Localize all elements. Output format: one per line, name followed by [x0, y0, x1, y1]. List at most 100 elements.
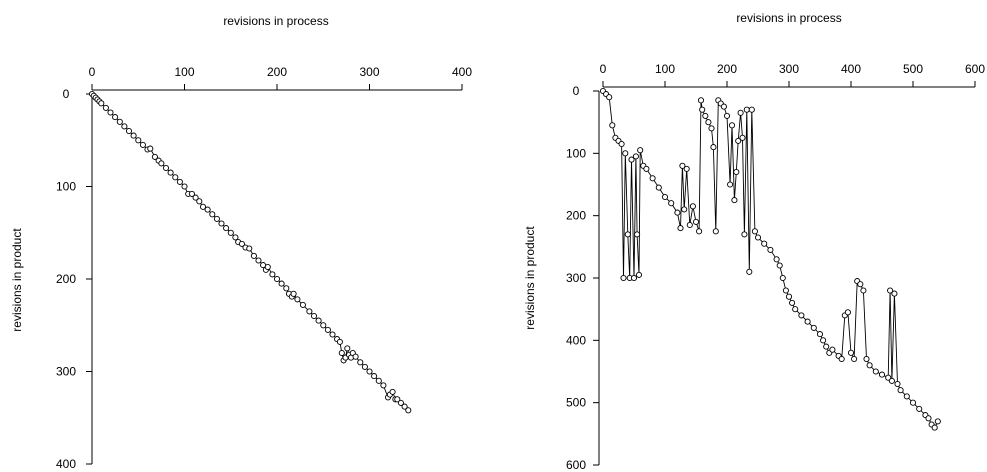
right-data-point [649, 175, 656, 182]
left-chart-x-axis-title: revisions in process [223, 14, 328, 28]
right-data-point [677, 225, 684, 232]
right-data-point [891, 290, 898, 297]
right-data-point [628, 156, 635, 163]
right-data-point [872, 368, 879, 375]
right-data-point [634, 231, 641, 238]
right-data-point [888, 377, 895, 384]
right-x-tick-label: 100 [655, 62, 675, 76]
right-data-point [810, 324, 817, 331]
right-data-point [857, 281, 864, 288]
left-data-point [329, 331, 336, 338]
left-data-point [389, 388, 396, 395]
right-data-point [637, 147, 644, 154]
left-data-point [299, 301, 306, 308]
left-y-tick-label: 400 [56, 457, 76, 471]
right-data-point [624, 231, 631, 238]
left-data-point [401, 403, 408, 410]
right-data-point [779, 274, 786, 282]
right-x-tick-label: 600 [965, 62, 985, 76]
left-data-point [116, 118, 123, 125]
right-data-point [609, 122, 616, 129]
right-data-point [851, 355, 858, 363]
left-data-point [232, 234, 239, 241]
left-data-point [158, 160, 165, 167]
left-data-point [209, 211, 216, 218]
left-data-point [218, 220, 225, 227]
left-data-point [290, 290, 297, 297]
right-y-tick-label: 400 [566, 333, 586, 347]
left-data-point [98, 100, 105, 107]
left-chart-y-axis-title: revisions in product [10, 228, 24, 332]
left-data-point [371, 373, 378, 380]
left-data-point [380, 382, 387, 389]
left-data-point [397, 399, 404, 406]
left-data-point [176, 178, 183, 185]
left-y-tick-label: 100 [56, 180, 76, 194]
right-data-point [934, 418, 941, 425]
right-data-point [878, 371, 886, 378]
right-data-point [720, 103, 727, 110]
left-data-point [336, 338, 343, 345]
left-data-point [130, 132, 137, 139]
right-series-line [602, 90, 939, 429]
right-data-point [674, 209, 681, 216]
right-data-point [686, 221, 693, 229]
right-chart-y-ticks: 0 100 200 300 400 500 600 [566, 84, 599, 472]
left-data-point [357, 359, 364, 366]
right-y-tick-label: 200 [566, 209, 586, 223]
right-data-point [909, 399, 917, 406]
right-data-point [754, 234, 762, 241]
left-data-point [192, 194, 199, 201]
right-data-point [618, 140, 625, 148]
right-data-point [705, 119, 712, 126]
left-chart: revisions in process 0 100 200 300 400 0 100 2… [10, 14, 472, 471]
left-y-tick-label: 300 [56, 365, 76, 379]
right-data-point [887, 287, 894, 294]
left-data-point [139, 141, 146, 148]
right-chart-x-ticks: 0 100 200 300 400 500 600 [600, 62, 985, 87]
right-data-point [632, 153, 639, 160]
left-data-point [269, 271, 276, 278]
left-data-point [338, 349, 345, 357]
left-data-point [310, 312, 318, 320]
left-data-point [405, 407, 412, 414]
left-data-point [344, 345, 351, 352]
right-data-point [712, 228, 719, 235]
left-data-point [125, 127, 133, 135]
left-data-point [361, 363, 368, 370]
right-data-point [699, 106, 706, 113]
left-data-point [246, 245, 253, 252]
right-y-tick-label: 600 [566, 458, 586, 472]
left-data-point [181, 183, 188, 190]
right-chart-series [599, 87, 941, 431]
right-data-point [844, 309, 851, 316]
left-data-point [394, 396, 401, 403]
right-data-point [727, 181, 734, 188]
right-y-tick-label: 0 [573, 84, 580, 98]
left-data-point [315, 317, 322, 324]
right-data-point [723, 112, 731, 119]
left-data-point [112, 114, 119, 121]
left-chart-y-ticks: 0 100 200 300 400 [56, 87, 92, 471]
right-y-tick-label: 100 [566, 146, 586, 160]
right-data-point [630, 274, 638, 282]
right-data-point [931, 424, 938, 431]
right-data-point [689, 203, 696, 210]
right-data-point [863, 355, 870, 363]
right-data-point [710, 144, 717, 151]
left-data-point [324, 326, 331, 333]
right-data-point [708, 125, 715, 132]
right-data-point [668, 200, 675, 207]
right-data-point [761, 240, 768, 247]
right-data-point [748, 106, 755, 113]
right-data-point [702, 112, 709, 119]
left-data-point [227, 229, 234, 236]
left-data-point [213, 215, 220, 222]
right-data-point [728, 122, 736, 129]
left-data-point [147, 145, 154, 152]
left-data-point [375, 377, 382, 384]
right-data-point [782, 287, 789, 294]
right-data-point [767, 246, 774, 253]
right-data-point [735, 137, 742, 144]
right-data-point [804, 318, 811, 325]
